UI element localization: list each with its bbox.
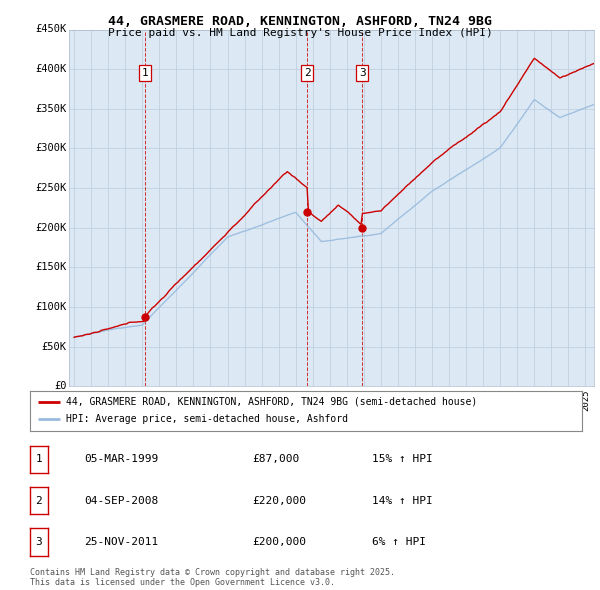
- Text: 44, GRASMERE ROAD, KENNINGTON, ASHFORD, TN24 9BG: 44, GRASMERE ROAD, KENNINGTON, ASHFORD, …: [108, 15, 492, 28]
- Text: £200K: £200K: [35, 223, 67, 233]
- Text: £87,000: £87,000: [252, 454, 299, 464]
- Text: 6% ↑ HPI: 6% ↑ HPI: [372, 537, 426, 547]
- Text: 15% ↑ HPI: 15% ↑ HPI: [372, 454, 433, 464]
- Text: 1: 1: [35, 454, 43, 464]
- Text: 05-MAR-1999: 05-MAR-1999: [84, 454, 158, 464]
- Text: £0: £0: [54, 382, 67, 391]
- Text: HPI: Average price, semi-detached house, Ashford: HPI: Average price, semi-detached house,…: [66, 414, 348, 424]
- Text: 1: 1: [142, 68, 149, 78]
- Text: 2: 2: [304, 68, 310, 78]
- Text: £350K: £350K: [35, 104, 67, 114]
- Text: 04-SEP-2008: 04-SEP-2008: [84, 496, 158, 506]
- Text: 44, GRASMERE ROAD, KENNINGTON, ASHFORD, TN24 9BG (semi-detached house): 44, GRASMERE ROAD, KENNINGTON, ASHFORD, …: [66, 397, 477, 407]
- Text: £150K: £150K: [35, 263, 67, 273]
- Text: £200,000: £200,000: [252, 537, 306, 547]
- Text: £400K: £400K: [35, 64, 67, 74]
- Text: £100K: £100K: [35, 302, 67, 312]
- Text: £220,000: £220,000: [252, 496, 306, 506]
- Text: Contains HM Land Registry data © Crown copyright and database right 2025.
This d: Contains HM Land Registry data © Crown c…: [30, 568, 395, 587]
- Text: 25-NOV-2011: 25-NOV-2011: [84, 537, 158, 547]
- Text: 3: 3: [35, 537, 43, 547]
- Text: £300K: £300K: [35, 143, 67, 153]
- Text: £250K: £250K: [35, 183, 67, 193]
- Text: £50K: £50K: [41, 342, 67, 352]
- Text: £450K: £450K: [35, 25, 67, 34]
- Text: Price paid vs. HM Land Registry's House Price Index (HPI): Price paid vs. HM Land Registry's House …: [107, 28, 493, 38]
- Text: 3: 3: [359, 68, 365, 78]
- Text: 2: 2: [35, 496, 43, 506]
- Text: 14% ↑ HPI: 14% ↑ HPI: [372, 496, 433, 506]
